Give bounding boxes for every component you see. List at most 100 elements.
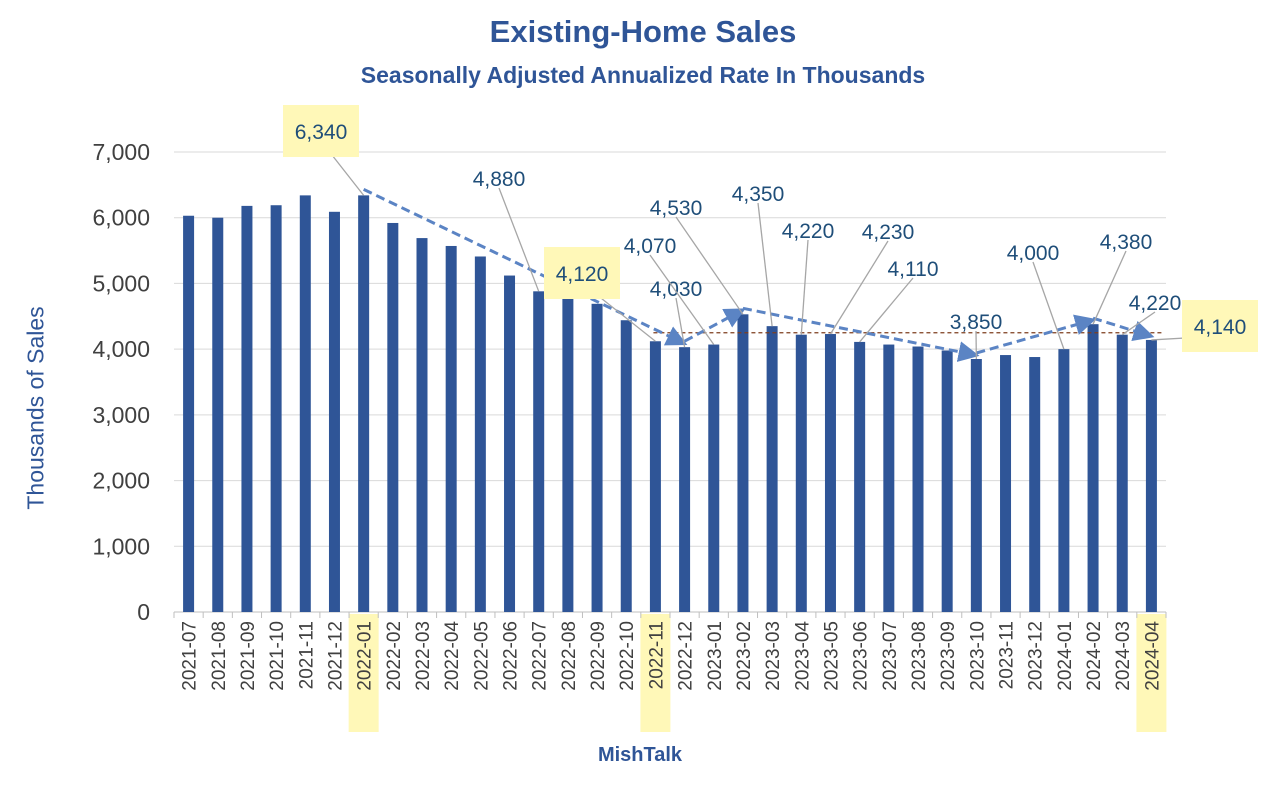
x-tick-label: 2021-12: [325, 621, 346, 691]
x-tick-label: 2023-02: [734, 621, 755, 691]
bar: [970, 359, 982, 612]
bar: [649, 341, 661, 612]
bar: [679, 347, 691, 612]
bar: [708, 344, 720, 612]
data-label-highlight: [544, 247, 620, 299]
x-tick-label: 2022-05: [471, 621, 492, 691]
bar: [1087, 324, 1099, 612]
y-tick-label: 3,000: [92, 402, 150, 428]
x-tick-label: 2022-08: [559, 621, 580, 691]
bar: [533, 291, 545, 612]
bar: [299, 195, 311, 612]
x-tick-label: 2022-11: [646, 621, 667, 689]
x-tick-label: 2023-11: [997, 621, 1018, 689]
x-tick-label: 2024-02: [1084, 621, 1105, 691]
bar: [387, 222, 399, 612]
bar: [183, 215, 195, 612]
bar: [766, 326, 778, 612]
y-tick-label: 0: [137, 599, 150, 625]
leader-line: [498, 187, 540, 292]
y-tick-label: 4,000: [92, 336, 150, 362]
x-tick-label: 2021-10: [267, 621, 288, 691]
leader-line: [757, 202, 773, 327]
x-tick-label: 2024-04: [1142, 621, 1163, 691]
data-label: 4,070: [624, 235, 677, 258]
bar: [212, 217, 224, 612]
bar: [591, 303, 603, 612]
x-axis-label: MishTalk: [597, 744, 683, 766]
bar: [795, 334, 807, 612]
leader-line: [859, 277, 914, 343]
data-label: 4,350: [732, 183, 785, 206]
data-label: 4,030: [650, 278, 703, 301]
y-tick-label: 2,000: [92, 468, 150, 494]
bar: [1145, 339, 1157, 612]
leader-line: [675, 297, 686, 348]
data-label: 4,880: [473, 168, 526, 191]
bar: [358, 195, 370, 612]
chart-subtitle: Seasonally Adjusted Annualized Rate In T…: [360, 62, 926, 88]
y-tick-label: 7,000: [92, 139, 150, 165]
bar: [1116, 334, 1128, 612]
bar: [824, 334, 836, 612]
x-tick-highlight: [348, 614, 379, 732]
x-tick-label: 2023-03: [763, 621, 784, 691]
data-label-highlight: [1182, 300, 1258, 352]
leader-line: [829, 240, 889, 335]
data-label: 4,110: [888, 258, 939, 281]
x-tick-label: 2023-05: [821, 621, 842, 691]
data-label: 4,230: [862, 221, 915, 244]
x-tick-label: 2023-09: [938, 621, 959, 691]
data-label: 4,120: [556, 263, 609, 286]
leader-line: [1032, 261, 1065, 350]
x-tick-label: 2021-07: [180, 621, 201, 691]
x-tick-label: 2023-01: [705, 621, 726, 691]
data-label: 4,140: [1194, 316, 1247, 339]
leader-line: [1092, 250, 1127, 325]
x-tick-label: 2023-04: [792, 621, 813, 691]
leader-line: [1121, 311, 1156, 336]
trend-arrow: [1092, 316, 1155, 341]
x-tick-highlight: [1136, 614, 1167, 732]
bar: [737, 314, 749, 612]
bar: [504, 275, 516, 612]
chart-title: Existing-Home Sales: [489, 14, 797, 49]
trend-arrow: [683, 308, 746, 343]
bar: [328, 211, 340, 613]
trend-arrow: [975, 314, 1097, 355]
bar: [912, 346, 924, 612]
x-tick-label: 2023-07: [880, 621, 901, 691]
x-tick-label: 2021-11: [296, 621, 317, 689]
data-label: 6,340: [295, 121, 348, 144]
x-tick-label: 2024-01: [1055, 621, 1076, 691]
data-label: 4,220: [782, 220, 835, 243]
bar: [620, 320, 632, 612]
x-tick-label: 2022-07: [530, 621, 551, 691]
y-tick-label: 1,000: [92, 533, 150, 559]
leader-line: [675, 216, 744, 315]
data-label: 4,000: [1007, 242, 1060, 265]
x-tick-label: 2022-04: [442, 621, 463, 691]
x-tick-label: 2022-06: [501, 621, 522, 691]
bar: [270, 205, 282, 612]
x-tick-label: 2022-02: [384, 621, 405, 691]
bar: [474, 256, 486, 612]
bar: [883, 344, 895, 612]
data-label: 4,220: [1129, 292, 1182, 315]
x-tick-label: 2023-12: [1026, 621, 1047, 691]
leader-line: [649, 254, 715, 345]
bar: [416, 238, 428, 613]
y-tick-label: 5,000: [92, 270, 150, 296]
leader-line: [800, 239, 809, 335]
bar: [854, 341, 866, 612]
data-label: 3,850: [950, 311, 1003, 334]
x-tick-label: 2021-08: [209, 621, 230, 691]
x-tick-label: 2021-09: [238, 621, 259, 691]
bar: [241, 205, 253, 612]
x-tick-label: 2023-06: [851, 621, 872, 691]
x-tick-label: 2023-10: [967, 621, 988, 691]
data-label: 4,530: [650, 197, 703, 220]
bar: [562, 297, 574, 612]
x-tick-label: 2024-03: [1113, 621, 1134, 691]
